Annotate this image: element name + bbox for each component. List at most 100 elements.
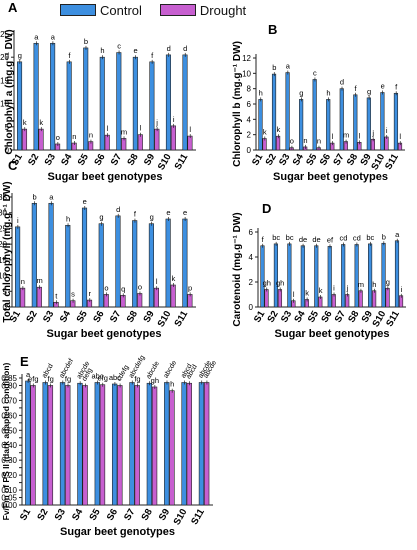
significance-letter: g <box>299 88 303 97</box>
x-tick-label: S3 <box>53 507 68 523</box>
significance-letter: e <box>183 208 187 217</box>
significance-letter: g <box>18 51 22 60</box>
x-axis-title: Sugar beet genotypes <box>273 171 388 183</box>
significance-letter: h <box>326 88 330 97</box>
significance-letter: o <box>290 137 294 146</box>
bar-control <box>394 93 398 150</box>
y-tick-label: 6 <box>249 228 254 237</box>
y-axis-title: Chlorophyll b (mg.g⁻¹ DW) <box>232 41 243 167</box>
x-tick-label: S9 <box>157 507 172 523</box>
significance-letter: f <box>151 51 154 60</box>
significance-letter: i <box>173 115 175 124</box>
significance-letter: l <box>140 124 142 133</box>
bar-control <box>43 382 48 505</box>
significance-letter: g <box>150 213 154 222</box>
bar-drought <box>204 382 209 505</box>
x-tick-label: S10 <box>156 152 174 172</box>
bar-drought <box>187 383 192 505</box>
x-tick-label: S5 <box>87 506 103 522</box>
bar-control <box>355 245 359 308</box>
significance-letter: j <box>371 128 374 137</box>
y-tick-label: 4 <box>249 253 254 262</box>
x-axis-title: Sugar beet genotypes <box>275 328 390 340</box>
x-tick-label: S1 <box>252 308 268 324</box>
significance-letter: l <box>332 132 334 141</box>
panel-label: B <box>268 22 277 37</box>
bar-control <box>95 382 100 505</box>
bar-control <box>60 382 65 505</box>
bar-control <box>166 219 171 307</box>
significance-letter: a <box>51 32 56 41</box>
significance-letter: i <box>386 126 388 135</box>
significance-letter: m <box>121 127 127 136</box>
x-tick-label: S8 <box>125 309 140 325</box>
significance-letter: i <box>17 216 19 225</box>
significance-letter: gh <box>263 279 271 288</box>
bar-drought <box>37 287 42 307</box>
chart-panel-b: B024681012hkS1bkS2aoS3gnS4cnS5hlS6dmS7fl… <box>232 22 405 183</box>
significance-letter: h <box>372 280 376 289</box>
bar-drought <box>118 385 123 505</box>
chart-panel-c: C05101520253035inS1bmS2atS3hsS4erS5goS6d… <box>0 158 196 340</box>
y-tick-label: 10 <box>242 69 251 78</box>
x-tick-label: S5 <box>75 308 91 324</box>
bar-drought <box>48 385 53 505</box>
significance-letter: h <box>100 46 104 55</box>
significance-letter: abcde <box>163 359 179 379</box>
significance-letter: b <box>382 232 386 241</box>
chart-panel-a: A0510152025gkS1akS2aoS3fnS4bnS5hlS6cmS7e… <box>0 0 196 183</box>
bar-control <box>315 246 319 307</box>
y-tick-label: 12 <box>242 54 251 63</box>
significance-letter: m <box>358 280 364 289</box>
bar-drought <box>22 129 26 150</box>
bar-drought <box>171 126 175 150</box>
bar-control <box>274 244 278 307</box>
bar-control <box>82 208 87 307</box>
x-tick-label: S2 <box>35 507 50 523</box>
bar-drought <box>276 136 280 150</box>
bar-drought <box>359 291 363 307</box>
y-tick-label: 0 <box>247 146 252 155</box>
bar-drought <box>171 285 176 307</box>
significance-letter: ef <box>327 235 334 244</box>
significance-letter: d <box>116 205 120 214</box>
bar-control <box>132 221 137 307</box>
significance-letter: d <box>340 78 344 87</box>
y-tick-label: 2 <box>247 131 252 140</box>
x-tick-label: S7 <box>331 152 346 168</box>
x-tick-label: S1 <box>250 151 266 167</box>
x-tick-label: S8 <box>139 507 154 523</box>
significance-letter: o <box>138 282 142 291</box>
significance-letter: f <box>395 82 398 91</box>
x-tick-label: S7 <box>109 152 124 168</box>
x-tick-label: S8 <box>346 309 361 325</box>
significance-letter: k <box>172 274 176 283</box>
bar-control <box>15 227 20 307</box>
x-tick-label: S4 <box>59 151 75 167</box>
x-tick-label: S10 <box>172 507 190 527</box>
x-tick-label: S9 <box>142 152 157 168</box>
x-tick-label: S3 <box>41 309 56 325</box>
significance-letter: j <box>346 284 349 293</box>
x-tick-label: S8 <box>125 152 140 168</box>
bar-drought <box>39 129 43 150</box>
bar-drought <box>83 385 88 505</box>
bar-control <box>382 243 386 307</box>
panel-label: E <box>20 354 29 369</box>
significance-letter: i <box>333 284 335 293</box>
y-axis-title: Total chlorophyll (mg.g⁻¹ DW) <box>2 181 13 322</box>
panel-label: D <box>262 201 271 216</box>
bar-control <box>164 382 169 505</box>
significance-letter: bc <box>286 233 294 242</box>
significance-letter: l <box>107 124 109 133</box>
bar-control <box>133 57 137 150</box>
x-tick-label: S11 <box>189 506 207 526</box>
significance-letter: e <box>134 46 138 55</box>
x-tick-label: S11 <box>173 308 191 328</box>
significance-letter: e <box>166 208 170 217</box>
bar-control <box>147 383 152 505</box>
x-axis-title: Sugar beet genotypes <box>47 328 162 340</box>
significance-letter: h <box>66 214 70 223</box>
bar-control <box>32 203 37 307</box>
bar-control <box>326 99 330 150</box>
